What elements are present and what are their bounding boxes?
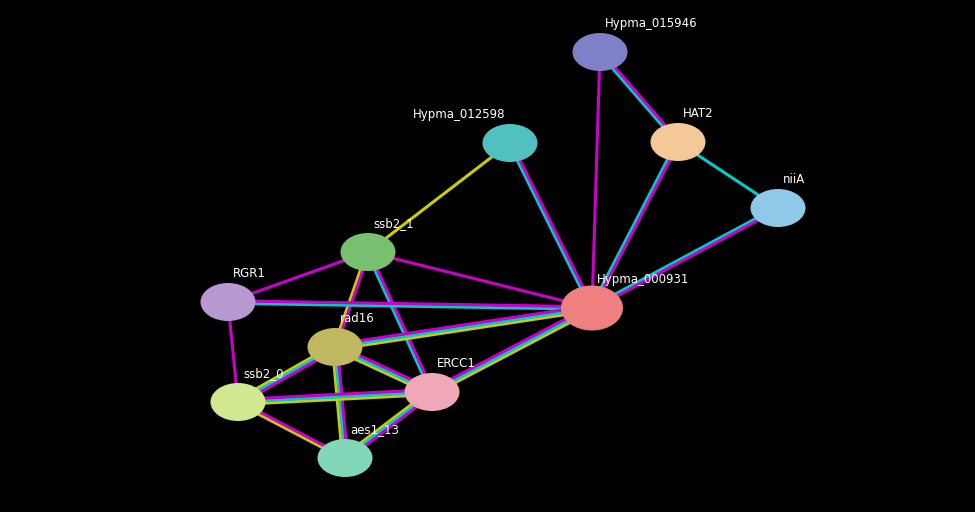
- Text: niiA: niiA: [783, 173, 805, 186]
- Text: Hypma_015946: Hypma_015946: [605, 17, 698, 30]
- Text: ERCC1: ERCC1: [437, 357, 476, 370]
- Ellipse shape: [650, 123, 706, 161]
- Text: aes1_13: aes1_13: [350, 423, 399, 436]
- Ellipse shape: [405, 373, 459, 411]
- Text: Hypma_000931: Hypma_000931: [597, 273, 689, 286]
- Ellipse shape: [483, 124, 537, 162]
- Text: ssb2_1: ssb2_1: [373, 217, 413, 230]
- Text: rad16: rad16: [340, 312, 374, 325]
- Ellipse shape: [340, 233, 396, 271]
- Text: RGR1: RGR1: [233, 267, 266, 280]
- Ellipse shape: [318, 439, 372, 477]
- Ellipse shape: [307, 328, 363, 366]
- Text: Hypma_012598: Hypma_012598: [412, 108, 505, 121]
- Ellipse shape: [751, 189, 805, 227]
- Ellipse shape: [561, 286, 623, 331]
- Ellipse shape: [201, 283, 255, 321]
- Text: ssb2_0: ssb2_0: [243, 367, 284, 380]
- Ellipse shape: [572, 33, 628, 71]
- Ellipse shape: [211, 383, 265, 421]
- Text: HAT2: HAT2: [683, 107, 714, 120]
